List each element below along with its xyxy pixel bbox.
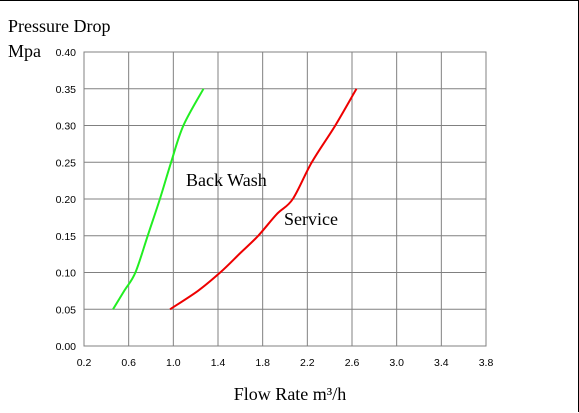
x-tick-label: 1.4 [211,357,226,369]
y-tick-label: 0.40 [56,47,77,59]
y-axis-label: Mpa [8,41,41,61]
x-tick-label: 1.8 [255,357,270,369]
y-tick-label: 0.30 [56,121,77,133]
x-tick-label: 0.2 [77,357,92,369]
x-tick-label: 2.2 [300,357,315,369]
x-tick-label: 0.6 [121,357,136,369]
y-tick-label: 0.00 [56,341,77,353]
y-tick-label: 0.25 [56,157,77,169]
service-label: Service [284,209,338,229]
grid-lines [84,52,486,346]
y-tick-label: 0.15 [56,231,77,243]
y-tick-label: 0.10 [56,268,77,280]
y-tick-label: 0.05 [56,304,77,316]
x-tick-labels: 0.2 0.6 1.0 1.4 1.8 2.2 2.6 3.0 3.4 3.8 [77,357,494,369]
x-tick-label: 1.0 [166,357,181,369]
series-lines [112,88,358,311]
back-wash-line [112,88,205,310]
x-axis-label: Flow Rate m³/h [234,384,346,404]
x-tick-label: 3.8 [479,357,494,369]
x-tick-label: 2.6 [345,357,360,369]
service-line [169,88,358,311]
x-tick-label: 3.4 [434,357,449,369]
y-tick-labels: 0.00 0.05 0.10 0.15 0.20 0.25 0.30 0.35 0.40 [56,47,77,353]
back-wash-label: Back Wash [186,170,267,190]
chart-title: Pressure Drop [8,16,110,36]
y-tick-label: 0.20 [56,194,77,206]
y-tick-label: 0.35 [56,84,77,96]
x-tick-label: 3.0 [389,357,404,369]
